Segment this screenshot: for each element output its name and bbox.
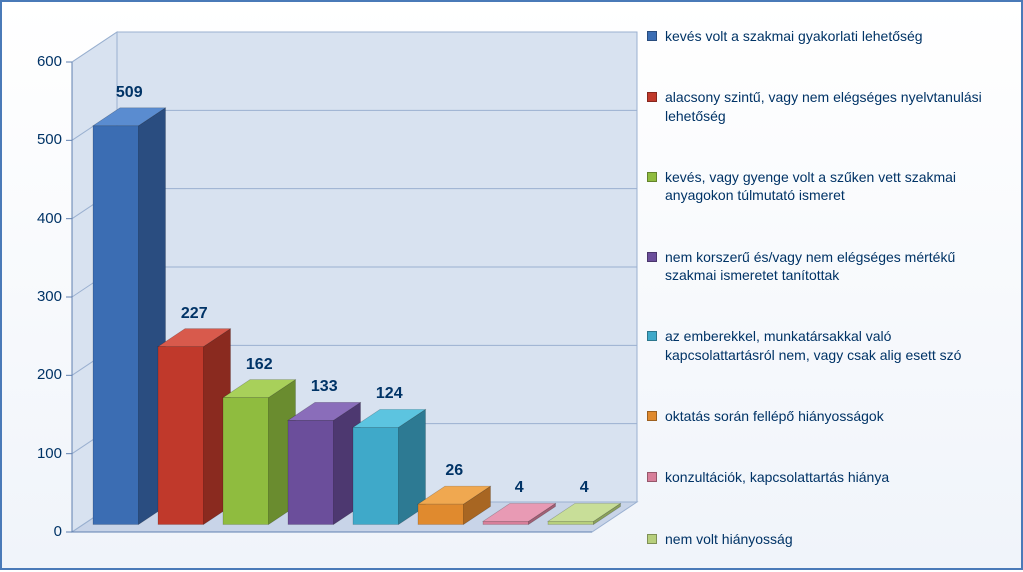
legend-item: alacsony szintű, vagy nem elégséges nyel… bbox=[647, 88, 1011, 124]
bar-data-label: 26 bbox=[445, 462, 463, 480]
bar-data-label: 124 bbox=[376, 385, 403, 403]
y-axis-tick-label: 300 bbox=[37, 288, 62, 305]
legend: kevés volt a szakmai gyakorlati lehetősé… bbox=[642, 2, 1021, 568]
y-axis-tick-label: 100 bbox=[37, 445, 62, 462]
legend-label: oktatás során fellépő hiányosságok bbox=[665, 407, 884, 425]
legend-marker bbox=[647, 472, 657, 482]
y-axis-tick-label: 500 bbox=[37, 131, 62, 148]
legend-item: nem volt hiányosság bbox=[647, 530, 1011, 548]
legend-item: kevés, vagy gyenge volt a szűken vett sz… bbox=[647, 168, 1011, 204]
legend-label: alacsony szintű, vagy nem elégséges nyel… bbox=[665, 88, 1005, 124]
legend-label: nem volt hiányosság bbox=[665, 530, 793, 548]
chart-plot-area: 0 100 200 300 400 500 600 509 227 162 133 124 26 4 4 bbox=[2, 2, 642, 572]
chart-container: 0 100 200 300 400 500 600 509 227 162 133 124 26 4 4 k… bbox=[0, 0, 1023, 570]
legend-label: konzultációk, kapcsolattartás hiánya bbox=[665, 468, 889, 486]
y-axis-tick-label: 200 bbox=[37, 366, 62, 383]
bar-data-label: 227 bbox=[181, 305, 208, 323]
y-axis-tick-label: 0 bbox=[54, 523, 62, 540]
bar-data-label: 4 bbox=[515, 479, 524, 497]
legend-item: oktatás során fellépő hiányosságok bbox=[647, 407, 1011, 425]
y-axis-tick-label: 400 bbox=[37, 210, 62, 227]
legend-item: konzultációk, kapcsolattartás hiánya bbox=[647, 468, 1011, 486]
legend-marker bbox=[647, 252, 657, 262]
legend-marker bbox=[647, 534, 657, 544]
legend-label: az emberekkel, munkatársakkal való kapcs… bbox=[665, 327, 1005, 363]
bar-data-label: 133 bbox=[311, 378, 338, 396]
legend-marker bbox=[647, 31, 657, 41]
legend-marker bbox=[647, 92, 657, 102]
legend-item: kevés volt a szakmai gyakorlati lehetősé… bbox=[647, 27, 1011, 45]
legend-label: kevés, vagy gyenge volt a szűken vett sz… bbox=[665, 168, 1005, 204]
chart-svg bbox=[2, 2, 642, 572]
y-axis-tick-label: 600 bbox=[37, 53, 62, 70]
legend-item: az emberekkel, munkatársakkal való kapcs… bbox=[647, 327, 1011, 363]
bar-data-label: 4 bbox=[580, 479, 589, 497]
bar-data-label: 509 bbox=[116, 84, 143, 102]
legend-marker bbox=[647, 331, 657, 341]
legend-item: nem korszerű és/vagy nem elégséges mérté… bbox=[647, 248, 1011, 284]
legend-marker bbox=[647, 411, 657, 421]
bar-data-label: 162 bbox=[246, 356, 273, 374]
legend-marker bbox=[647, 172, 657, 182]
legend-label: nem korszerű és/vagy nem elégséges mérté… bbox=[665, 248, 1005, 284]
legend-label: kevés volt a szakmai gyakorlati lehetősé… bbox=[665, 27, 923, 45]
